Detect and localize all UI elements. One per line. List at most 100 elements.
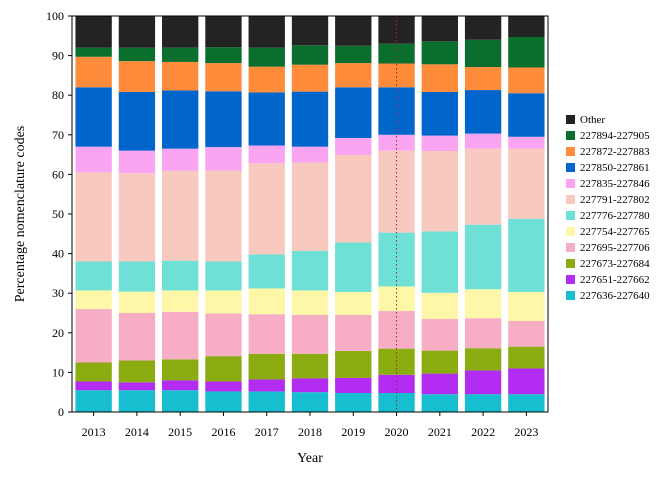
legend-label: 227835-227846: [580, 178, 650, 190]
bar-segment-2018-10: [291, 45, 329, 65]
legend-swatch: [566, 227, 575, 236]
bar-segment-2023-11: [508, 16, 545, 37]
bar-segment-2019-6: [335, 155, 372, 243]
legend-swatch: [566, 243, 575, 252]
bar-segment-2017-2: [248, 353, 285, 380]
y-tick-label: 90: [52, 49, 64, 63]
legend-label: 227872-227883: [580, 146, 650, 158]
bar-segment-2023-7: [508, 136, 545, 149]
bar-segment-2014-7: [118, 150, 156, 174]
bar-segment-2013-7: [75, 146, 112, 173]
bar-segment-2023-3: [508, 320, 545, 347]
bar-segment-2022-4: [464, 289, 502, 319]
bar-segment-2019-9: [335, 63, 372, 88]
bar-segment-2021-9: [421, 64, 458, 93]
x-tick-label: 2016: [211, 425, 235, 439]
bar-segment-2017-3: [248, 314, 285, 354]
bar-segment-2022-8: [464, 90, 502, 134]
legend-label: 227636-227640: [580, 290, 650, 302]
legend-label: 227791-227802: [580, 194, 650, 206]
bar-segment-2022-7: [464, 133, 502, 149]
bar-segment-2022-3: [464, 318, 502, 349]
legend-swatch: [566, 115, 575, 124]
bars-layer: [75, 16, 545, 412]
x-tick-label: 2013: [82, 425, 106, 439]
bar-segment-2016-11: [205, 16, 242, 48]
bar-segment-2015-4: [162, 290, 199, 312]
bar-segment-2023-5: [508, 218, 545, 293]
bar-segment-2017-6: [248, 163, 285, 255]
bar-segment-2013-0: [75, 390, 112, 412]
bar-segment-2015-5: [162, 260, 199, 291]
legend-label: 227695-227706: [580, 242, 650, 254]
bar-segment-2020-4: [378, 286, 415, 312]
bar-segment-2015-2: [162, 359, 199, 381]
bar-segment-2020-10: [378, 43, 415, 64]
bar-segment-2017-10: [248, 47, 285, 67]
bar-segment-2015-9: [162, 61, 199, 91]
bar-segment-2017-8: [248, 92, 285, 146]
bar-segment-2018-11: [291, 16, 329, 46]
bar-segment-2015-8: [162, 90, 199, 149]
bar-segment-2014-2: [118, 360, 156, 383]
axes-layer: 0 10 20 30 40 50 60 70 80 90 100 2013 2014 2015 2016 20…: [46, 9, 549, 439]
bar-segment-2021-8: [421, 92, 458, 136]
bar-segment-2020-1: [378, 374, 415, 393]
bar-segment-2015-6: [162, 170, 199, 261]
bar-segment-2023-8: [508, 93, 545, 137]
y-tick-label: 100: [46, 9, 64, 23]
bar-segment-2018-0: [291, 392, 329, 412]
bar-segment-2016-10: [205, 47, 242, 64]
bar-segment-2021-10: [421, 41, 458, 65]
y-tick-label: 80: [52, 88, 64, 102]
bar-segment-2013-5: [75, 261, 112, 291]
bar-segment-2021-0: [421, 394, 458, 412]
bar-segment-2021-1: [421, 373, 458, 395]
y-tick-label: 30: [52, 286, 64, 300]
bar-segment-2018-1: [291, 378, 329, 393]
bar-segment-2020-7: [378, 134, 415, 151]
legend-label: 227673-227684: [580, 258, 650, 270]
bar-segment-2017-4: [248, 288, 285, 315]
legend-swatch: [566, 179, 575, 188]
legend-label: 227776-227780: [580, 210, 650, 222]
bar-segment-2015-3: [162, 311, 199, 360]
bar-segment-2013-9: [75, 56, 112, 88]
y-tick-label: 70: [52, 128, 64, 142]
legend-swatch: [566, 291, 575, 300]
legend-swatch: [566, 163, 575, 172]
bar-segment-2014-9: [118, 61, 156, 93]
bar-segment-2019-10: [335, 45, 372, 64]
bar-segment-2017-1: [248, 379, 285, 392]
bar-segment-2014-10: [118, 47, 156, 62]
bar-segment-2023-0: [508, 394, 545, 412]
bar-segment-2015-7: [162, 148, 199, 171]
bar-segment-2018-5: [291, 250, 329, 291]
bar-segment-2022-11: [464, 16, 502, 40]
bar-segment-2019-2: [335, 351, 372, 378]
bar-segment-2019-5: [335, 242, 372, 293]
legend-label: 227754-227765: [580, 226, 650, 238]
bar-segment-2015-11: [162, 16, 199, 48]
bar-segment-2015-0: [162, 390, 199, 412]
bar-segment-2021-11: [421, 16, 458, 42]
y-axis-title: Percentage nomenclature codes: [13, 126, 28, 302]
bar-segment-2022-2: [464, 348, 502, 371]
y-tick-label: 50: [52, 207, 64, 221]
bar-segment-2018-8: [291, 91, 329, 147]
bar-segment-2014-11: [118, 16, 156, 48]
legend-swatch: [566, 131, 575, 140]
bar-segment-2013-8: [75, 87, 112, 147]
bar-segment-2022-6: [464, 148, 502, 225]
bar-segment-2018-6: [291, 162, 329, 251]
bar-segment-2021-4: [421, 292, 458, 319]
y-tick-label: 60: [52, 167, 64, 181]
x-tick-label: 2023: [514, 425, 538, 439]
x-tick-label: 2020: [385, 425, 409, 439]
x-tick-label: 2019: [341, 425, 365, 439]
bar-segment-2016-5: [205, 261, 242, 291]
bar-segment-2018-3: [291, 314, 329, 354]
bar-segment-2017-5: [248, 254, 285, 289]
bar-segment-2015-10: [162, 47, 199, 62]
